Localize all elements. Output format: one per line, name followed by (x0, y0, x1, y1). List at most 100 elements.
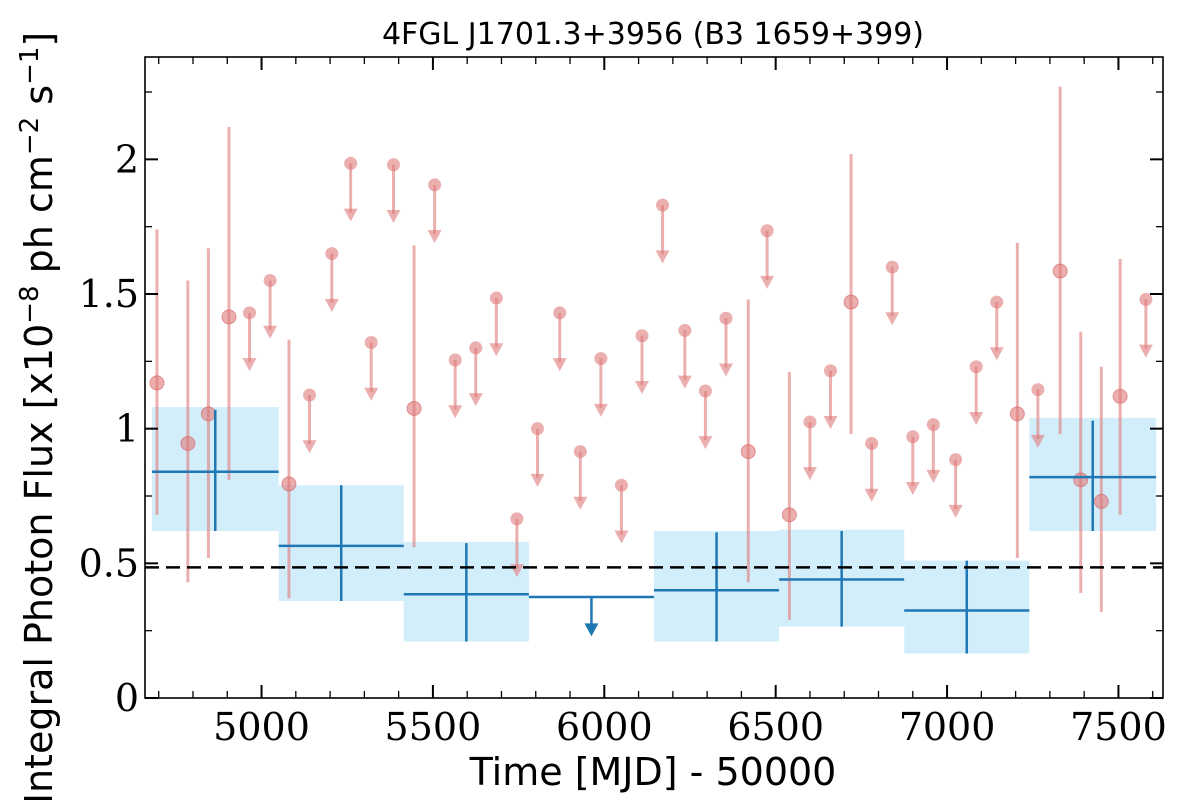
short-bin-upper-limit-arrow (364, 387, 379, 401)
short-bin-upper-limit-point (243, 306, 257, 320)
short-bin-upper-limit-point (949, 453, 963, 467)
short-bin-upper-limit-point (1139, 292, 1153, 306)
short-bin-upper-limit-point (635, 329, 649, 343)
short-bin-upper-limit-point (698, 384, 712, 398)
short-bin-point (1009, 406, 1025, 422)
y-label-s: s (17, 85, 61, 117)
y-tick-label: 1 (115, 407, 139, 451)
y-tick-label: 0.5 (79, 541, 139, 585)
short-bin-upper-limit-point (510, 512, 524, 526)
short-bin-upper-limit-point (969, 360, 983, 374)
y-label-base: Integral Photon Flux [x10 (17, 324, 61, 800)
short-bin-upper-limit-point (824, 364, 838, 378)
short-bin-upper-limit-point (303, 388, 317, 402)
short-bin-upper-limit-point (263, 274, 277, 288)
short-bin-upper-limit-point (803, 415, 817, 429)
short-bin-upper-limit-point (448, 353, 462, 367)
x-tick-label: 6500 (727, 705, 824, 749)
chart-title: 4FGL J1701.3+3956 (B3 1659+399) (382, 17, 924, 52)
short-bin-upper-limit-arrow (343, 208, 358, 222)
short-bin-upper-limit-point (719, 311, 733, 325)
y-label-exp-3: −1 (15, 47, 45, 85)
short-bin-upper-limit-point (530, 422, 544, 436)
short-bin-upper-limit-arrow (655, 250, 670, 264)
short-bin-upper-limit-arrow (468, 393, 483, 407)
y-label-exp-2: −2 (15, 117, 45, 155)
short-bin-point (200, 406, 216, 422)
long-bin-upper-limit-arrow (584, 623, 599, 637)
short-bin-upper-limit-arrow (905, 481, 920, 495)
short-bin-upper-limit-arrow (302, 440, 317, 454)
short-bin-upper-limit-arrow (969, 411, 984, 425)
short-bin-upper-limit-point (906, 430, 920, 444)
short-bin-point (843, 294, 859, 310)
short-bin-upper-limit-arrow (885, 312, 900, 326)
short-bin-upper-limit-arrow (989, 347, 1004, 361)
axis-ticks: 5000 5500 6000 6500 7000 7500 0 0.5 1 1.5 2 (79, 57, 1167, 749)
short-bin-upper-limit-point (865, 436, 879, 450)
short-bin-point (781, 507, 797, 523)
short-bin-upper-limit-point (489, 291, 503, 305)
short-bin-upper-limit-point (573, 445, 587, 459)
short-bin-upper-limit-arrow (573, 496, 588, 510)
x-tick-label: 6000 (556, 705, 653, 749)
short-bin-upper-limit-point (364, 335, 378, 349)
short-bin-upper-limit-point (990, 295, 1004, 309)
short-bin-point (1052, 263, 1068, 279)
x-tick-label: 5000 (213, 705, 310, 749)
plot-frame (144, 56, 1164, 699)
short-bin-upper-limit-arrow (242, 358, 257, 372)
short-bin-upper-limit-arrow (263, 325, 278, 339)
short-bin-point (1073, 472, 1089, 488)
short-bin-upper-limit-arrow (489, 343, 504, 357)
y-label-exp-1: −8 (15, 285, 45, 323)
short-bin-upper-limit-arrow (823, 415, 838, 429)
short-bin-upper-limit-arrow (677, 375, 692, 389)
short-bin-upper-limit-point (553, 306, 567, 320)
short-bin-upper-limit-point (387, 158, 401, 172)
x-axis-label: Time [MJD] - 50000 (469, 750, 837, 794)
short-bin-upper-limit-point (594, 352, 608, 366)
short-bin-upper-limit-arrow (614, 530, 629, 544)
short-bin-upper-limit-arrow (530, 473, 545, 487)
short-bin-upper-limit-arrow (427, 230, 442, 244)
short-bin-upper-limit-point (344, 156, 358, 170)
short-bin-upper-limit-arrow (926, 469, 941, 483)
short-bin-upper-limit-arrow (448, 405, 463, 419)
short-bin-upper-limit-arrow (1138, 344, 1153, 358)
short-bin-point (281, 476, 297, 492)
y-tick-label: 2 (115, 137, 139, 181)
short-bin-upper-limit-point (614, 478, 628, 492)
long-bin-bands (151, 407, 1157, 654)
y-label-end: ] (17, 32, 61, 47)
short-bin-upper-limit-point (469, 341, 483, 355)
short-bin-upper-limit-point (885, 260, 899, 274)
short-bin-point (740, 444, 756, 460)
short-bin-upper-limit-point (428, 178, 442, 192)
short-bin-upper-limit-arrow (760, 275, 775, 289)
short-bin-upper-limit-arrow (1030, 434, 1045, 448)
short-bin-upper-limit-arrow (593, 403, 608, 417)
short-bin-point (149, 375, 165, 391)
short-bin-upper-limit-point (760, 224, 774, 238)
short-bin-point (221, 309, 237, 325)
short-bin-point (180, 435, 196, 451)
short-bin-point (1093, 493, 1109, 509)
x-tick-label: 7500 (1070, 705, 1167, 749)
x-tick-label: 5500 (385, 705, 482, 749)
y-tick-label: 1.5 (79, 272, 139, 316)
short-bin-upper-limit-arrow (718, 363, 733, 377)
short-bin-upper-limit-arrow (802, 467, 817, 481)
short-bin-point (1112, 388, 1128, 404)
short-bin-point (406, 400, 422, 416)
long-bin-markers (151, 409, 1157, 654)
short-bin-upper-limit-arrow (864, 488, 879, 502)
short-bin-points (149, 86, 1153, 620)
short-bin-upper-limit-arrow (698, 436, 713, 450)
short-bin-upper-limit-arrow (948, 504, 963, 518)
short-bin-upper-limit-arrow (324, 298, 339, 312)
short-bin-upper-limit-arrow (386, 209, 401, 223)
short-bin-upper-limit-point (325, 247, 339, 261)
short-bin-upper-limit-point (1031, 383, 1045, 397)
y-axis-label: Integral Photon Flux [x10−8 ph cm−2 s−1] (15, 32, 61, 800)
